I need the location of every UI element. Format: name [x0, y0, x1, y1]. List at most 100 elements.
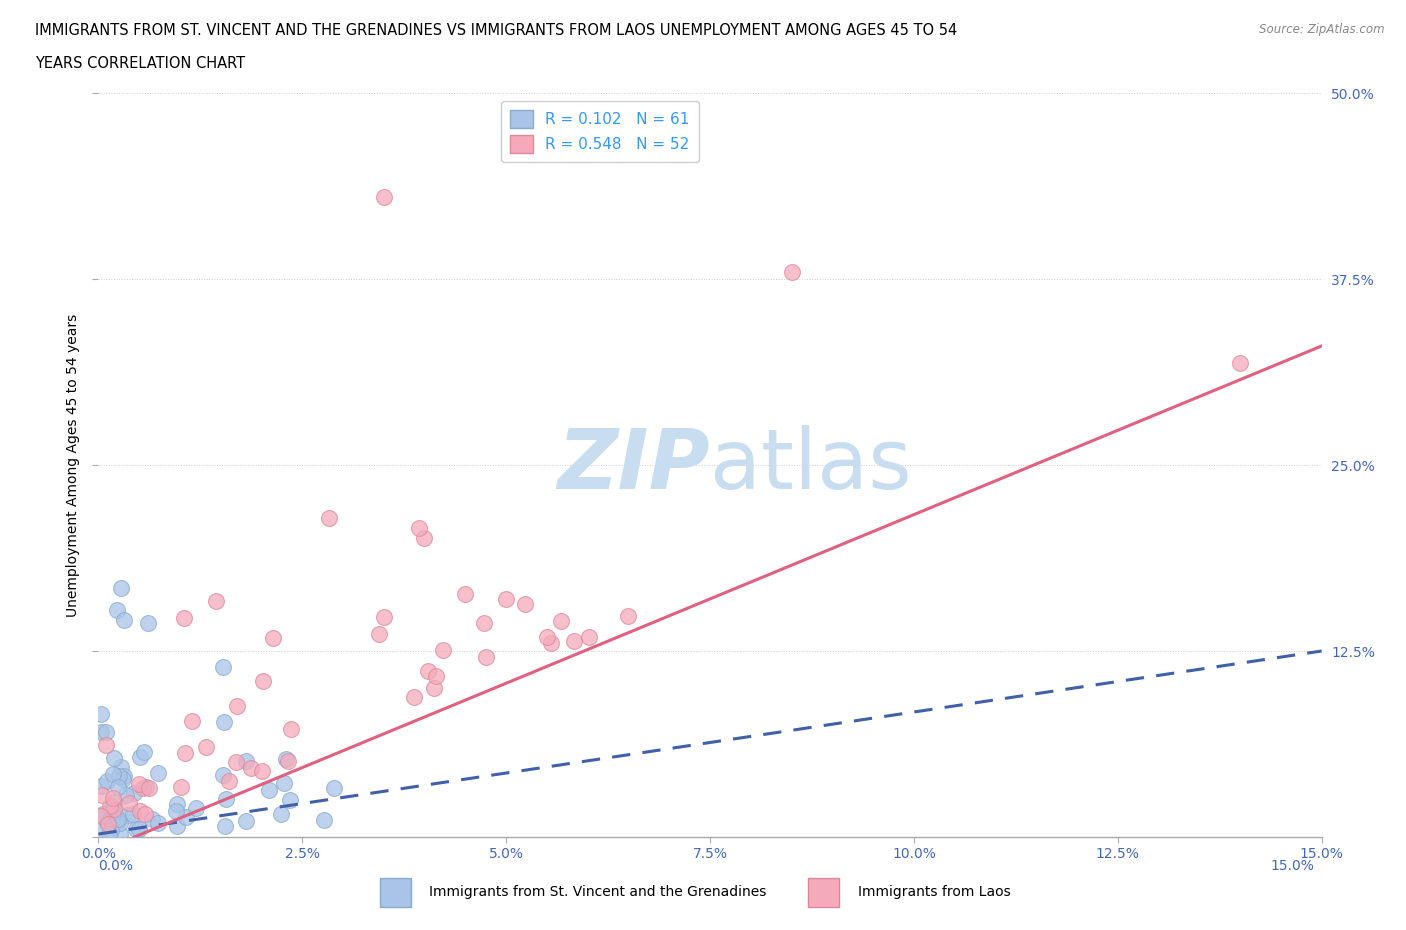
Point — [454, 586, 477, 601]
Point — [257, 782, 280, 797]
Point — [280, 722, 302, 737]
Point — [373, 190, 395, 205]
Point — [225, 755, 247, 770]
Point — [416, 664, 439, 679]
Point — [165, 804, 187, 818]
Bar — [380, 878, 411, 908]
Point — [141, 812, 163, 827]
Point — [166, 818, 188, 833]
Point — [186, 801, 208, 816]
Point — [513, 596, 536, 611]
Text: IMMIGRANTS FROM ST. VINCENT AND THE GRENADINES VS IMMIGRANTS FROM LAOS UNEMPLOYM: IMMIGRANTS FROM ST. VINCENT AND THE GREN… — [35, 23, 957, 38]
Point — [402, 690, 425, 705]
Point — [90, 779, 112, 794]
Point — [235, 753, 257, 768]
Point — [214, 818, 236, 833]
Point — [90, 706, 112, 721]
Point — [124, 821, 146, 836]
Point — [101, 766, 124, 781]
Point — [128, 777, 150, 792]
Point — [94, 724, 117, 739]
Point — [578, 630, 600, 644]
Point — [107, 814, 129, 829]
Text: 0.0%: 0.0% — [98, 858, 134, 872]
Point — [212, 767, 235, 782]
Point — [215, 791, 238, 806]
Point — [97, 817, 120, 831]
Point — [131, 780, 153, 795]
Point — [408, 520, 430, 535]
Point — [89, 823, 111, 838]
Point — [103, 805, 125, 820]
Point — [323, 780, 346, 795]
Point — [135, 779, 157, 794]
Point — [98, 804, 121, 819]
Point — [474, 616, 496, 631]
Point — [278, 792, 301, 807]
Point — [174, 810, 197, 825]
Point — [134, 807, 156, 822]
Point — [103, 794, 125, 809]
Point — [97, 805, 120, 820]
Point — [235, 814, 257, 829]
Point — [96, 814, 118, 829]
Point — [136, 616, 159, 631]
Point — [103, 751, 125, 765]
Point — [226, 698, 249, 713]
Text: 15.0%: 15.0% — [1271, 858, 1315, 872]
Legend: R = 0.102   N = 61, R = 0.548   N = 52: R = 0.102 N = 61, R = 0.548 N = 52 — [501, 100, 699, 163]
Bar — [808, 878, 839, 908]
Point — [412, 530, 434, 545]
Point — [432, 643, 454, 658]
Text: Source: ZipAtlas.com: Source: ZipAtlas.com — [1260, 23, 1385, 36]
Point — [138, 781, 160, 796]
Point — [107, 779, 129, 794]
Point — [173, 746, 195, 761]
Point — [94, 737, 117, 752]
Point — [101, 790, 124, 805]
Point — [277, 753, 299, 768]
Point — [270, 807, 292, 822]
Point — [536, 630, 558, 644]
Point — [373, 609, 395, 624]
Point — [91, 806, 114, 821]
Y-axis label: Unemployment Among Ages 45 to 54 years: Unemployment Among Ages 45 to 54 years — [66, 313, 80, 617]
Point — [180, 714, 202, 729]
Point — [97, 826, 120, 841]
Point — [98, 799, 121, 814]
Point — [780, 264, 803, 279]
Point — [90, 809, 112, 824]
Point — [252, 764, 274, 778]
Point — [128, 821, 150, 836]
Point — [617, 609, 640, 624]
Point — [205, 593, 228, 608]
Point — [318, 511, 340, 525]
Text: ZIP: ZIP — [557, 424, 710, 506]
Point — [112, 613, 135, 628]
Point — [312, 813, 335, 828]
Point — [105, 602, 128, 617]
Point — [112, 768, 135, 783]
Point — [252, 673, 274, 688]
Point — [117, 807, 139, 822]
Point — [115, 788, 138, 803]
Text: Immigrants from St. Vincent and the Grenadines: Immigrants from St. Vincent and the Gren… — [429, 885, 766, 899]
Point — [103, 802, 125, 817]
Point — [129, 804, 152, 818]
Point — [550, 614, 572, 629]
Point — [132, 745, 155, 760]
Point — [368, 626, 391, 641]
Point — [124, 785, 146, 800]
Point — [110, 827, 132, 842]
Point — [212, 714, 235, 729]
Point — [166, 796, 188, 811]
Point — [194, 740, 217, 755]
Point — [110, 760, 132, 775]
Point — [108, 816, 131, 830]
Point — [90, 787, 112, 802]
Text: YEARS CORRELATION CHART: YEARS CORRELATION CHART — [35, 56, 245, 71]
Point — [118, 796, 141, 811]
Point — [146, 816, 169, 830]
Point — [474, 649, 496, 664]
Point — [273, 776, 295, 790]
